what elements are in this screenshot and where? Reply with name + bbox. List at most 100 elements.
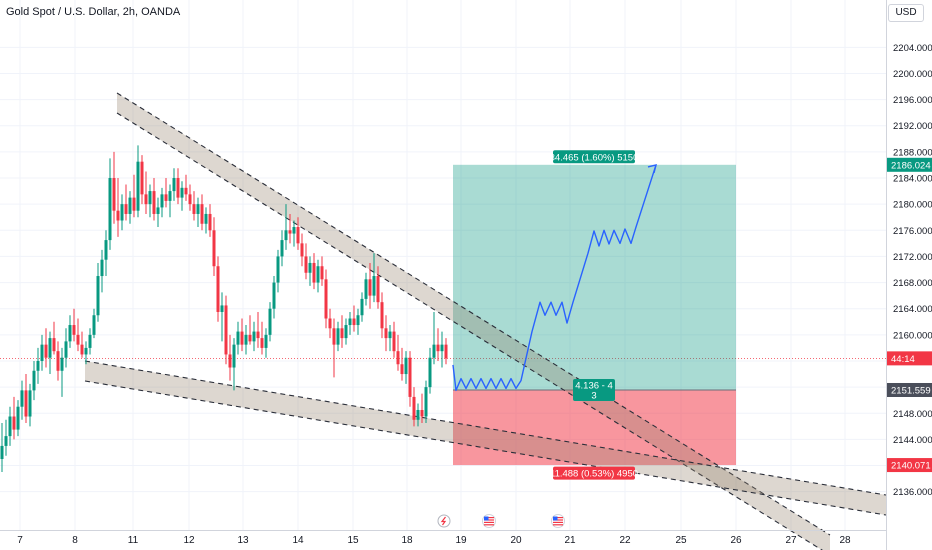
x-tick-label: 12 (183, 535, 195, 546)
candle-body (256, 331, 260, 339)
candle (320, 256, 324, 286)
candle (92, 308, 96, 339)
candle-body (212, 230, 216, 267)
candle-body (88, 334, 92, 348)
candle-body (116, 210, 120, 221)
candle (416, 403, 420, 427)
candle-body (312, 262, 316, 283)
price-axis-label-text: 44:14 (891, 354, 915, 365)
y-tick-label: 2176.000 (893, 226, 932, 237)
candle (256, 311, 260, 348)
candle (196, 197, 200, 228)
candle-body (4, 436, 8, 446)
candle (124, 184, 128, 221)
candle (328, 308, 332, 339)
candle-body (176, 178, 180, 198)
candle-body (336, 328, 340, 345)
x-tick-label: 26 (730, 535, 742, 546)
us-flag-event-icon-circle (551, 514, 565, 528)
candle (96, 262, 100, 322)
y-tick-label: 2204.000 (893, 43, 932, 54)
price-axis-label: 2140.071 (887, 458, 932, 473)
candle-body (288, 230, 292, 234)
price-axis-label-bg (887, 157, 932, 172)
candle (140, 155, 144, 205)
candle-body (208, 213, 212, 231)
candle (100, 249, 104, 293)
candle-body (216, 266, 220, 312)
candle-body (20, 390, 24, 407)
candle (392, 321, 396, 358)
y-tick-label: 2144.000 (893, 435, 932, 446)
candle (252, 321, 256, 352)
candle (88, 328, 92, 355)
candle (12, 396, 16, 440)
stop-zone (453, 389, 736, 466)
candle-body (36, 360, 40, 371)
candle (312, 253, 316, 290)
candle (336, 321, 340, 352)
candle-body (136, 161, 140, 211)
candle (128, 191, 132, 224)
candle-body (440, 344, 444, 352)
us-flag-event-icon-stripe (553, 524, 563, 526)
us-flag-event-icon-canton (484, 516, 489, 521)
entry-label-text: 3 (591, 390, 596, 401)
stop-label-bg (553, 466, 635, 480)
candle-body (188, 194, 192, 205)
projection-line (452, 164, 657, 392)
candle-body (420, 409, 424, 417)
candle-body (228, 354, 232, 368)
candle-body (236, 331, 240, 345)
candle-body (148, 191, 152, 205)
candle (208, 204, 212, 237)
us-flag-event-icon (551, 514, 565, 528)
candle (112, 151, 116, 224)
candle (104, 230, 108, 277)
x-tick-label: 22 (619, 535, 631, 546)
candle (0, 423, 4, 473)
candle-body (200, 204, 204, 224)
candle (388, 325, 392, 352)
candle (280, 230, 284, 267)
candle (432, 311, 436, 365)
candle (84, 341, 88, 365)
candle-body (436, 344, 440, 352)
candle-body (272, 282, 276, 309)
candle (160, 187, 164, 218)
candle (340, 315, 344, 348)
flash-event-icon (437, 514, 451, 528)
x-tick-label: 20 (510, 535, 522, 546)
candle (116, 178, 120, 237)
candle (52, 321, 56, 355)
candle-body (12, 416, 16, 430)
candle (300, 233, 304, 267)
channel-lower-line (116, 112, 823, 550)
candle (148, 184, 152, 218)
candle-body (156, 207, 160, 214)
candle-body (56, 351, 60, 371)
candle-body (92, 315, 96, 335)
candle-body (332, 328, 336, 345)
candle-body (80, 344, 84, 355)
candle (220, 292, 224, 342)
candle (276, 249, 280, 293)
candle (136, 145, 140, 218)
currency-button[interactable]: USD (888, 4, 924, 22)
candle (348, 311, 352, 335)
candle (264, 328, 268, 358)
candle (376, 266, 380, 309)
candle-body (304, 256, 308, 273)
candle-body (316, 266, 320, 283)
x-tick-label: 15 (347, 535, 359, 546)
y-tick-label: 2184.000 (893, 174, 932, 185)
candle-body (24, 390, 28, 417)
price-axis-label-text: 2186.024 (891, 160, 931, 171)
candle (424, 380, 428, 424)
candle-body (380, 302, 384, 329)
target-label-bg (553, 150, 635, 164)
candle-body (124, 204, 128, 214)
candle (192, 191, 196, 221)
candle-body (308, 262, 312, 273)
